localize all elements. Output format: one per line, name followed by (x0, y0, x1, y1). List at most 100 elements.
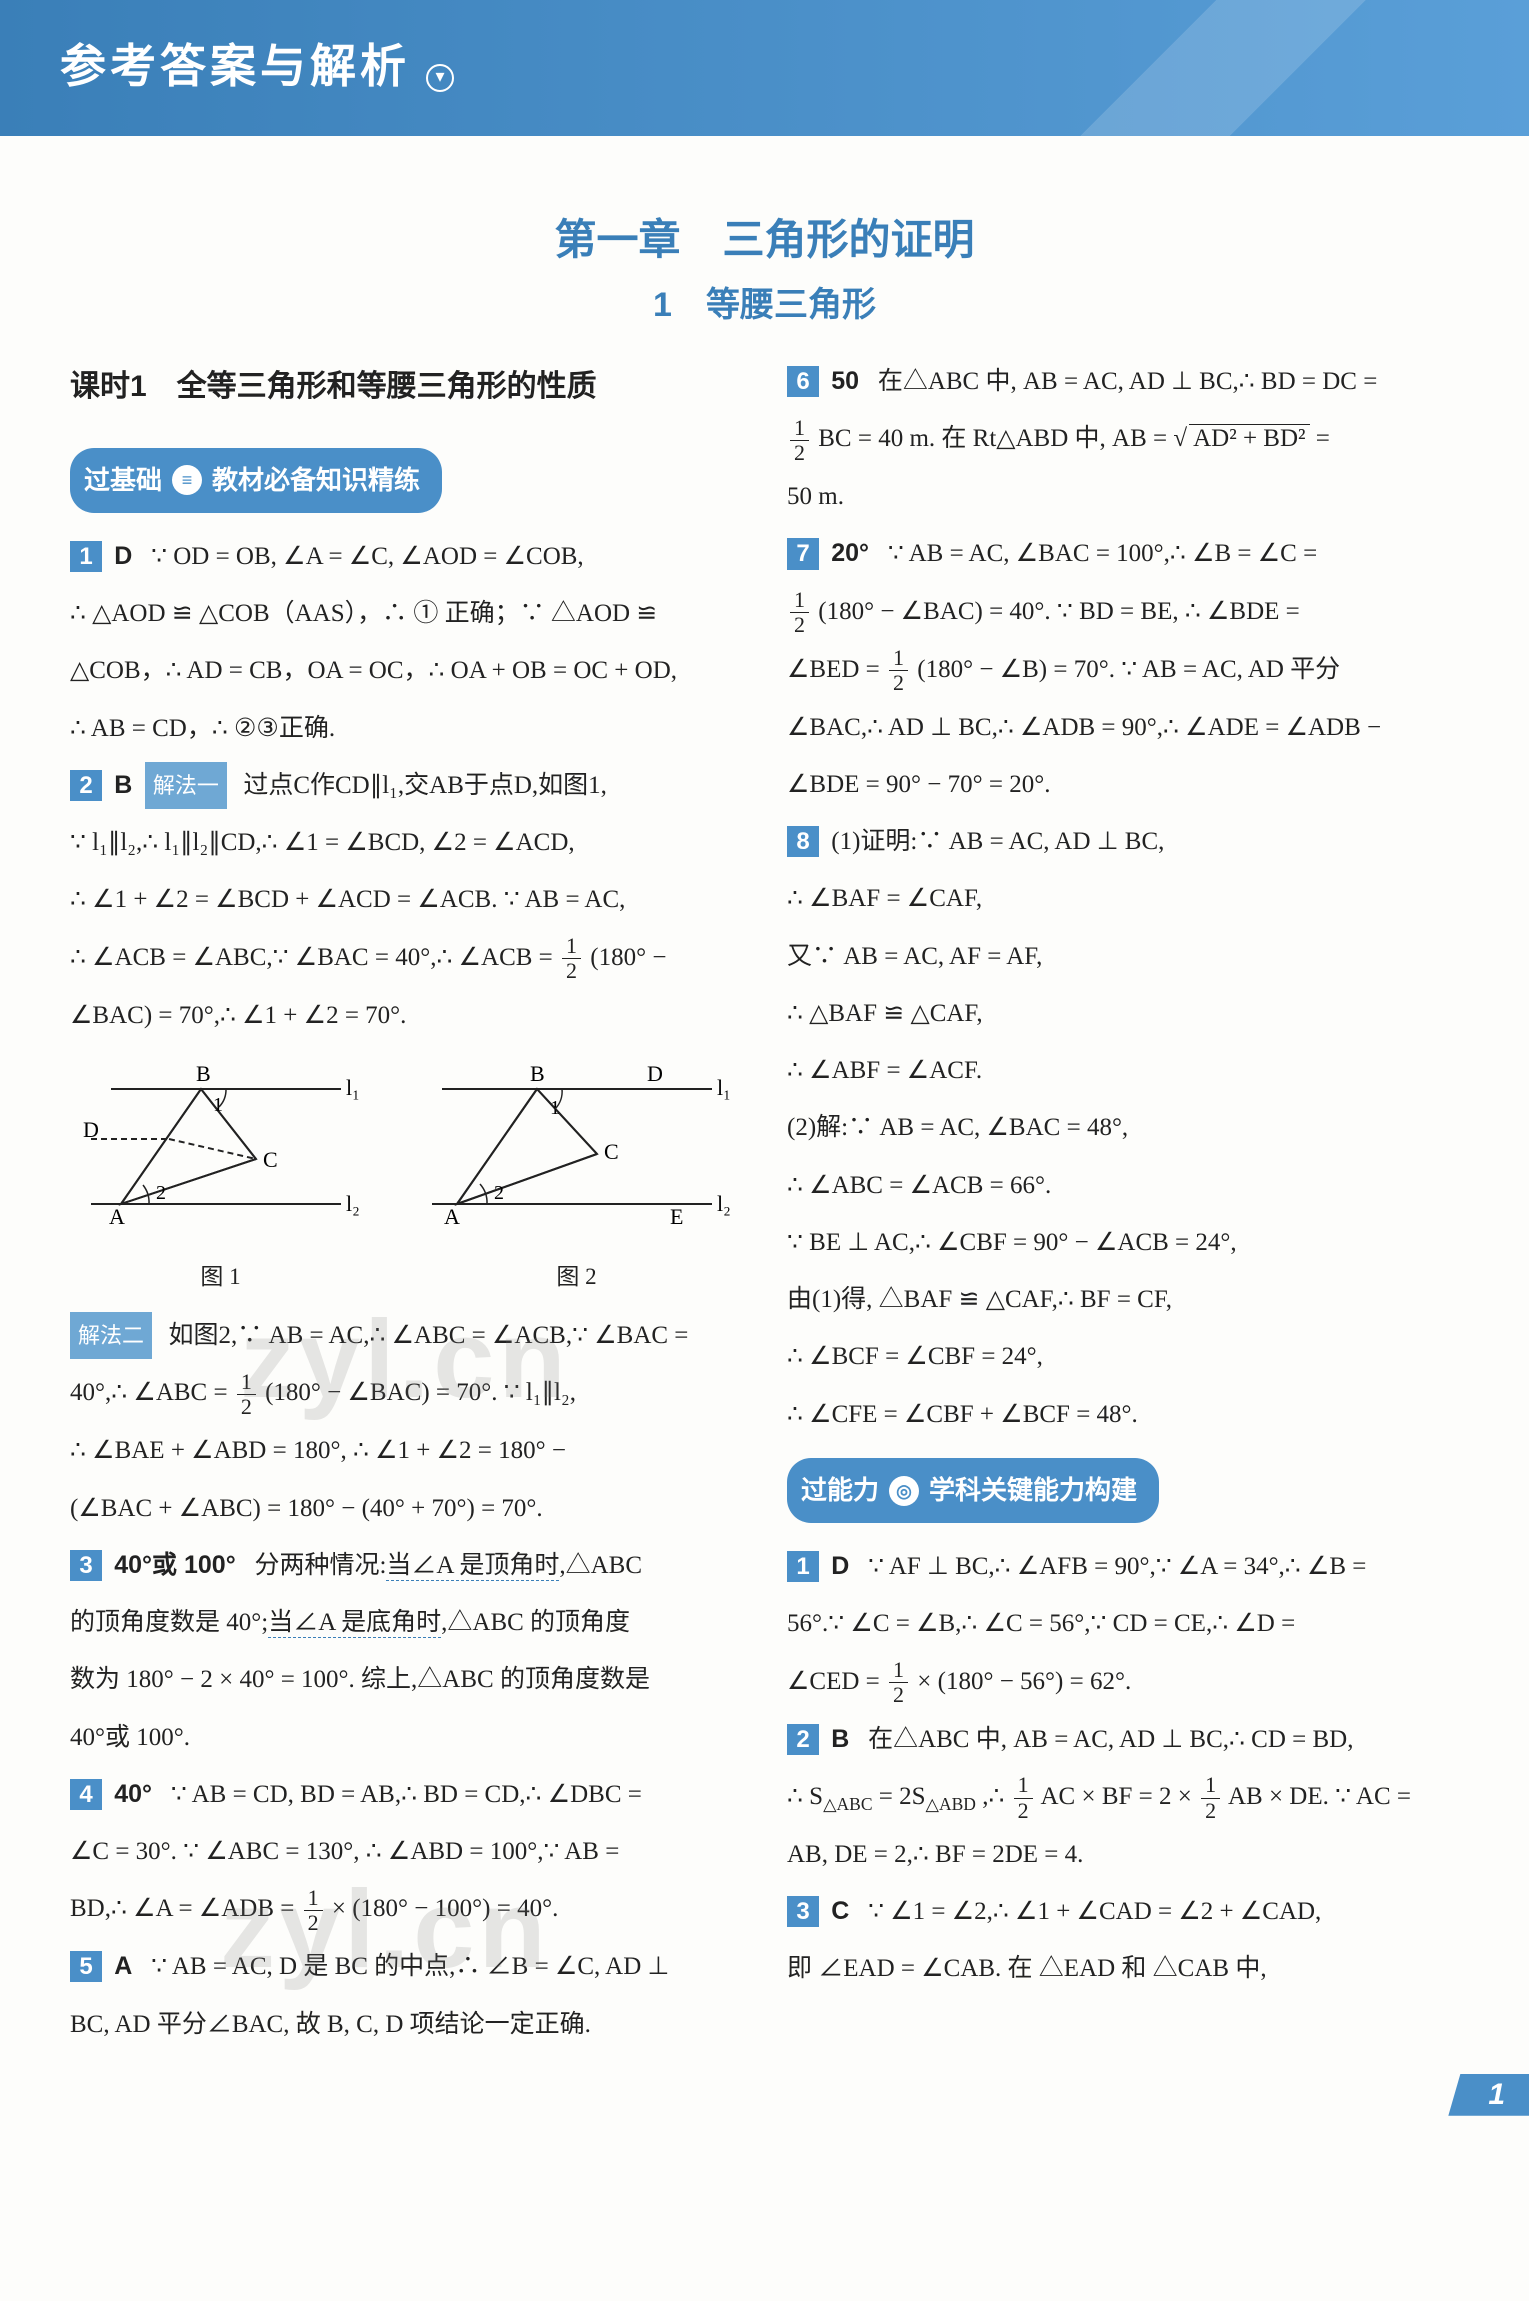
text: ,∴ (982, 1783, 1010, 1810)
fraction-half: 12 (1201, 1773, 1220, 1822)
answer: D (831, 1552, 849, 1580)
underlined-text: 当∠A 是底角时 (268, 1609, 441, 1638)
answer: B (114, 771, 132, 799)
dropdown-icon (426, 64, 454, 92)
q4: 4 40° ∵ AB = CD, BD = AB,∴ BD = CD,∴ ∠DB… (70, 1769, 742, 1820)
text: ,△ABC (559, 1552, 642, 1579)
pill-right: 学科关键能力构建 (929, 1464, 1137, 1517)
figure-1: B A C D l₁ l₂ 1 2 图 1 (81, 1059, 361, 1300)
q1-line: ∴ △AOD ≌ △COB（AAS），∴ ① 正确；∵ △AOD ≌ (70, 588, 742, 639)
text: BC = 40 m. 在 Rt△ABD 中, AB = (818, 425, 1173, 452)
a3-line: 即 ∠EAD = ∠CAB. 在 △EAD 和 △CAB 中, (787, 1943, 1459, 1994)
q1-line: ∵ OD = OB, ∠A = ∠C, ∠AOD = ∠COB, (151, 543, 584, 570)
svg-text:B: B (530, 1061, 545, 1086)
text: ∠CED = (787, 1668, 886, 1695)
q1-line: △COB，∴ AD = CB，OA = OC，∴ OA + OB = OC + … (70, 645, 742, 696)
svg-text:l₂: l₂ (346, 1191, 360, 1216)
text: ∠BED = (787, 656, 886, 683)
q3: 3 40°或 100° 分两种情况:当∠A 是顶角时,△ABC (70, 1540, 742, 1591)
svg-text:D: D (83, 1117, 99, 1142)
text: ,△ABC 的顶角度 (441, 1609, 630, 1636)
text: BD,∴ ∠A = ∠ADB = (70, 1895, 301, 1922)
answer: A (114, 1952, 132, 1980)
lesson-title: 课时1 全等三角形和等腰三角形的性质 (70, 356, 742, 418)
q1-line: ∴ AB = CD，∴ ②③正确. (70, 703, 742, 754)
text: 分两种情况: (254, 1552, 386, 1579)
text: (180° − ∠B) = 70°. ∵ AB = AC, AD 平分 (917, 656, 1340, 683)
text: ∵ AF ⊥ BC,∴ ∠AFB = 90°,∵ ∠A = 34°,∴ ∠B = (868, 1553, 1366, 1580)
figure-2-label: 图 2 (422, 1253, 732, 1300)
method-tag: 解法二 (70, 1312, 152, 1359)
q8-line: ∵ BE ⊥ AC,∴ ∠CBF = 90° − ∠ACB = 24°, (787, 1217, 1459, 1268)
left-column: 课时1 全等三角形和等腰三角形的性质 过基础 ≡ 教材必备知识精练 1 D ∵ … (70, 356, 742, 2056)
question-number: 8 (787, 826, 819, 857)
q8-line: (2)解:∵ AB = AC, ∠BAC = 48°, (787, 1102, 1459, 1153)
text: × (180° − 56°) = 62°. (917, 1668, 1131, 1695)
q2-line: ∵ l₁∥l₂,∴ l₁∥l₂∥CD,∴ ∠1 = ∠BCD, ∠2 = ∠AC… (70, 817, 742, 868)
underlined-text: 当∠A 是顶角时 (386, 1552, 559, 1581)
q8-line: 由(1)得, △BAF ≌ △CAF,∴ BF = CF, (787, 1274, 1459, 1325)
question-number: 2 (70, 770, 102, 801)
text: 在△ABC 中, AB = AC, AD ⊥ BC,∴ CD = BD, (868, 1726, 1353, 1753)
text: ∴ S (787, 1783, 823, 1810)
question-number: 3 (70, 1550, 102, 1581)
question-number: 5 (70, 1951, 102, 1982)
a1: 1 D ∵ AF ⊥ BC,∴ ∠AFB = 90°,∵ ∠A = 34°,∴ … (787, 1541, 1459, 1592)
figures-row: B A C D l₁ l₂ 1 2 图 1 (70, 1059, 742, 1300)
question-number: 1 (70, 541, 102, 572)
text: (180° − ∠BAC) = 70°. ∵ l₁∥l₂, (265, 1379, 576, 1406)
svg-text:2: 2 (156, 1182, 166, 1204)
q2-m2: 解法二 如图2,∵ AB = AC,∴ ∠ABC = ∠ACB,∵ ∠BAC = (70, 1310, 742, 1361)
sqrt-content: AD² + BD² (1189, 424, 1309, 452)
text: AB × DE. ∵ AC = (1228, 1783, 1411, 1810)
q8-line: ∴ ∠BAF = ∠CAF, (787, 873, 1459, 924)
svg-text:A: A (109, 1204, 125, 1229)
text: ∵ ∠1 = ∠2,∴ ∠1 + ∠CAD = ∠2 + ∠CAD, (868, 1898, 1321, 1925)
svg-text:A: A (444, 1204, 460, 1229)
figure-1-svg: B A C D l₁ l₂ 1 2 (81, 1059, 361, 1229)
answer: 20° (831, 539, 869, 567)
answer: 40° (114, 1780, 152, 1808)
text: 在△ABC 中, AB = AC, AD ⊥ BC,∴ BD = DC = (878, 368, 1378, 395)
method-tag: 解法一 (145, 762, 227, 809)
q6-line: 50 m. (787, 471, 1459, 522)
ability-pill: 过能力 ◎ 学科关键能力构建 (787, 1458, 1159, 1523)
q2-line: 过点C作CD∥l₁,交AB于点D,如图1, (243, 772, 607, 799)
q2-line: ∴ ∠BAE + ∠ABD = 180°, ∴ ∠1 + ∠2 = 180° − (70, 1425, 742, 1476)
fraction-half: 12 (790, 588, 809, 637)
q3-line: 数为 180° − 2 × 40° = 100°. 综上,△ABC 的顶角度数是 (70, 1654, 742, 1705)
question-number: 2 (787, 1724, 819, 1755)
fraction-half: 12 (237, 1370, 256, 1419)
header-band: 参考答案与解析 (0, 0, 1529, 136)
q8-line: ∴ ∠ABF = ∠ACF. (787, 1045, 1459, 1096)
answer: D (114, 542, 132, 570)
fraction-half: 12 (1014, 1773, 1033, 1822)
page-content: 第一章 三角形的证明 1 等腰三角形 课时1 全等三角形和等腰三角形的性质 过基… (0, 136, 1529, 2106)
q7-line: 12 (180° − ∠BAC) = 40°. ∵ BD = BE, ∴ ∠BD… (787, 586, 1459, 638)
q2-line: ∴ ∠ACB = ∠ABC,∵ ∠BAC = 40°,∴ ∠ACB = 12 (… (70, 932, 742, 984)
q5-line: BC, AD 平分∠BAC, 故 B, C, D 项结论一定正确. (70, 1999, 742, 2050)
figure-2: B A C D E l₁ l₂ 1 2 图 2 (422, 1059, 732, 1300)
svg-text:l₁: l₁ (346, 1075, 360, 1100)
q5: 5 A ∵ AB = AC, D 是 BC 的中点,∴ ∠B = ∠C, AD … (70, 1941, 742, 1992)
question-number: 7 (787, 538, 819, 569)
q8-line: ∴ ∠CFE = ∠CBF + ∠BCF = 48°. (787, 1389, 1459, 1440)
q2-line: ∴ ∠1 + ∠2 = ∠BCD + ∠ACD = ∠ACB. ∵ AB = A… (70, 874, 742, 925)
pill-left: 过能力 (801, 1464, 879, 1517)
text: 40°,∴ ∠ABC = (70, 1379, 234, 1406)
question-number: 6 (787, 366, 819, 397)
q8-line: ∴ ∠ABC = ∠ACB = 66°. (787, 1160, 1459, 1211)
q6: 6 50 在△ABC 中, AB = AC, AD ⊥ BC,∴ BD = DC… (787, 356, 1459, 407)
q2-line: ∠BAC) = 70°,∴ ∠1 + ∠2 = 70°. (70, 990, 742, 1041)
answer: C (831, 1897, 849, 1925)
text: AC × BF = 2 × (1040, 1783, 1198, 1810)
text: ∴ ∠ACB = ∠ABC,∵ ∠BAC = 40°,∴ ∠ACB = (70, 944, 559, 971)
fraction-half: 12 (889, 646, 908, 695)
right-column: 6 50 在△ABC 中, AB = AC, AD ⊥ BC,∴ BD = DC… (787, 356, 1459, 2056)
section-title: 1 等腰三角形 (70, 277, 1459, 326)
q8: 8 (1)证明:∵ AB = AC, AD ⊥ BC, (787, 816, 1459, 867)
svg-text:E: E (670, 1204, 683, 1229)
svg-text:D: D (647, 1061, 663, 1086)
a2: 2 B 在△ABC 中, AB = AC, AD ⊥ BC,∴ CD = BD, (787, 1714, 1459, 1765)
text: 如图2,∵ AB = AC,∴ ∠ABC = ∠ACB,∵ ∠BAC = (169, 1322, 689, 1349)
